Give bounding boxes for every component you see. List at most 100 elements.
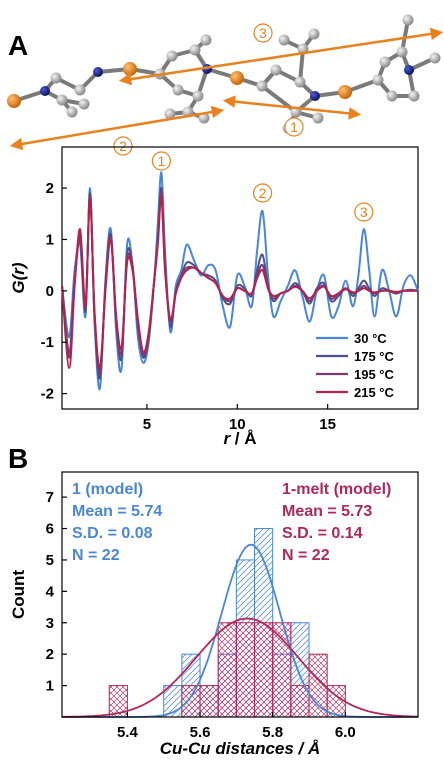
pdf-x-axis-unit: / Å [230,429,256,448]
histogram-x-tick-label: 5.6 [190,724,211,741]
histogram-sd-label: S.D. = 0.08 [72,525,153,542]
pdf-legend-label: 215 °C [354,385,395,400]
pdf-legend-label: 175 °C [354,349,395,364]
structure-atom-c [172,84,184,96]
histogram-x-tick-label: 5.8 [262,724,283,741]
histogram-y-tick-label: 7 [46,489,54,506]
pdf-x-axis-title: r / Å [223,429,256,448]
histogram-mean-label: Mean = 5.73 [282,503,372,520]
pdf-y-tick-label: -2 [41,386,54,403]
structure-atom-c [270,64,282,76]
structure-atom-cu [123,62,137,76]
structure-atom-n [310,91,320,101]
structure-distance-label: 2 [119,138,127,154]
structure-atom-c [200,34,212,46]
structure-atom-c [189,44,201,56]
pdf-series-line-3 [61,194,418,369]
histogram-sd-label: S.D. = 0.14 [282,525,363,542]
pdf-chart-frame [61,146,419,410]
structure-atom-c [56,94,68,106]
structure-atom-cu [338,85,352,99]
structure-atom-c [74,84,86,96]
histogram-bar-1 [181,685,201,718]
histogram-n-label: N = 22 [282,547,330,564]
structure-distance-label-circle [253,23,273,43]
structure-atom-c [312,112,324,124]
histogram-series-name: 1 (model) [72,481,143,498]
pdf-peak-marker-circle [151,151,171,171]
histogram-bar-1 [199,685,219,718]
histogram-y-tick-label: 1 [46,678,54,695]
pdf-legend-label: 30 °C [354,331,387,346]
structure-atom-c [386,90,398,102]
structure-atom-c [256,80,268,92]
panel-b-letter: B [8,443,28,474]
histogram-mean-label: Mean = 5.74 [72,503,162,520]
panel-a-letter: A [8,30,28,61]
structure-distance-arrow [118,27,444,86]
histogram-y-axis-title: Count [9,570,28,619]
histogram-normal-fit-1 [62,617,418,718]
structure-atom-c [379,56,391,68]
structure-atom-cu [7,94,21,108]
structure-atom-n [93,67,103,77]
pdf-y-tick-label: 2 [46,180,54,197]
molecular-structure-illustration: 3 2 1 [7,14,444,156]
pdf-y-tick-label: 0 [46,283,54,300]
structure-atom-c [308,28,320,40]
pdf-peak-marker-circle [354,202,374,222]
histogram-x-tick-label: 6.0 [335,724,356,741]
structure-distance-label-circle [284,117,304,137]
histogram-bar-1 [217,622,237,718]
histogram-bar-1 [235,622,256,718]
histogram-y-tick-label: 5 [46,552,54,569]
structure-distance-label: 3 [259,25,267,41]
pdf-peak-marker-label: 3 [360,204,368,220]
histogram-series-name: 1-melt (model) [282,481,391,498]
pdf-y-axis-title: G(r) [9,262,28,294]
structure-atom-c [192,90,204,102]
histogram-n-label: N = 22 [72,547,120,564]
pdf-y-tick-label: 1 [46,231,54,248]
histogram-frame [61,471,419,718]
structure-atom-c [372,74,384,86]
histogram-y-tick-label: 2 [46,646,54,663]
structure-atom-c [402,14,414,26]
histogram-chart: 5.4 5.6 5.8 6.0 1 2 3 4 5 6 7 1 (model) Mean = 5.74… [9,471,419,758]
structure-atom-c [166,50,178,62]
structure-atom-n [40,86,50,96]
structure-atom-c [429,52,441,64]
structure-distance-label: 1 [290,119,298,135]
structure-atom-c [78,98,90,110]
histogram-bar-1 [272,622,292,718]
structure-atom-c [278,34,290,46]
structure-atom-c [396,46,408,58]
pdf-x-axis-variable: r [223,429,231,448]
pdf-x-tick-label: 15 [319,416,336,433]
histogram-y-tick-label: 6 [46,521,54,538]
structure-distance-label-circle [113,136,133,156]
histogram-y-tick-label: 4 [46,583,55,600]
structure-atom-c [294,76,306,88]
structure-atom-cu [230,71,244,85]
pdf-x-tick-label: 10 [229,416,246,433]
pdf-chart: 5 10 15 -2 -1 0 1 2 1 2 3 30 °C 175 °C 195 °C 215 °C… [9,146,419,448]
histogram-bar-1 [254,622,274,718]
pdf-peak-marker-circle [252,183,273,203]
structure-atom-c [408,90,420,102]
structure-distance-arrow [9,105,225,151]
histogram-x-tick-label: 5.4 [117,724,139,741]
pdf-x-tick-label: 5 [143,416,151,433]
histogram-y-tick-label: 3 [46,615,54,632]
structure-distance-arrow [222,95,362,120]
pdf-peak-marker-label: 2 [259,185,267,201]
histogram-x-axis-title: Cu-Cu distances / Å [160,739,321,758]
structure-atom-c [50,72,62,84]
pdf-chart-legend: 30 °C 175 °C 195 °C 215 °C [316,331,395,400]
pdf-peak-marker-label: 1 [157,153,165,169]
pdf-y-tick-label: -1 [41,334,54,351]
pdf-legend-label: 195 °C [354,367,395,382]
structure-atom-c [66,106,78,118]
structure-atom-n [404,65,414,75]
